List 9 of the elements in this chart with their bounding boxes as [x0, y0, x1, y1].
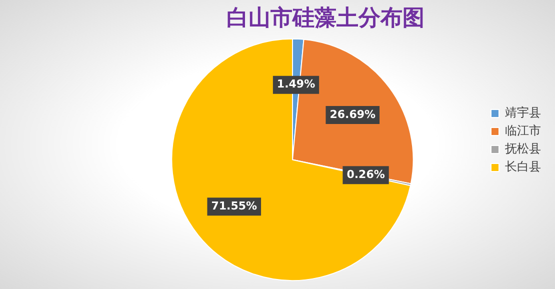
data-label: 71.55% — [211, 199, 258, 212]
data-label: 0.26% — [346, 168, 385, 182]
data-label: 1.49% — [276, 78, 316, 91]
legend-label: 抚松县 — [504, 142, 541, 156]
legend-label: 长白县 — [505, 160, 541, 174]
data-label: 26.69% — [330, 108, 376, 121]
chart-title: 白山市硅藻土分布图 — [226, 4, 424, 31]
legend-label: 临江市 — [505, 124, 541, 138]
legend-label: 靖宇县 — [505, 106, 541, 120]
